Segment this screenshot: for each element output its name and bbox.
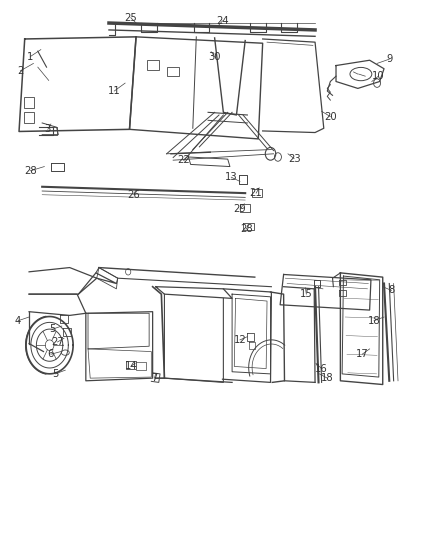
Bar: [24, 112, 34, 123]
Text: 13: 13: [225, 172, 237, 182]
Text: 6: 6: [48, 349, 54, 359]
Bar: [24, 98, 34, 108]
Text: 28: 28: [240, 224, 252, 235]
Text: 15: 15: [300, 289, 313, 299]
Text: 21: 21: [250, 188, 262, 198]
Text: 17: 17: [356, 349, 369, 359]
Text: 14: 14: [124, 361, 137, 372]
Text: 4: 4: [15, 316, 21, 326]
Text: 9: 9: [386, 54, 392, 64]
Text: 27: 27: [51, 337, 64, 347]
Text: 28: 28: [24, 166, 37, 176]
Text: 29: 29: [233, 204, 246, 214]
Text: 10: 10: [372, 71, 385, 81]
Text: 26: 26: [127, 190, 140, 200]
Bar: [147, 60, 159, 70]
Text: 18: 18: [367, 316, 380, 326]
Text: 5: 5: [49, 324, 55, 334]
Text: 7: 7: [151, 373, 158, 383]
Bar: [166, 67, 179, 76]
Text: 12: 12: [233, 335, 246, 345]
Text: 22: 22: [177, 155, 190, 165]
Text: 20: 20: [324, 111, 337, 122]
Text: 2: 2: [17, 66, 24, 76]
Text: 3: 3: [45, 124, 51, 134]
Text: 30: 30: [208, 52, 221, 61]
Text: 1: 1: [27, 52, 34, 61]
Text: 11: 11: [108, 86, 120, 96]
Text: 5: 5: [52, 369, 58, 379]
Text: 18: 18: [321, 373, 334, 383]
Text: 23: 23: [288, 154, 300, 164]
Text: 8: 8: [389, 286, 395, 295]
Text: 16: 16: [315, 364, 328, 374]
Text: 24: 24: [216, 16, 229, 26]
Text: 25: 25: [124, 13, 137, 23]
